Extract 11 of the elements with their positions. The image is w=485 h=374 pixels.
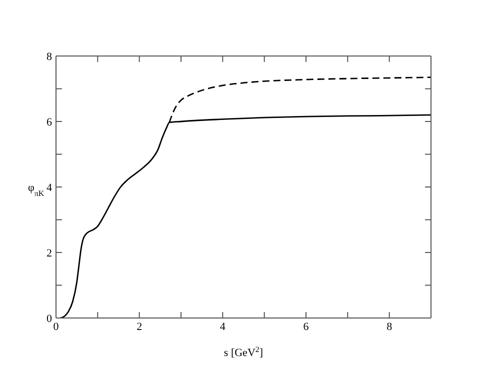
x-tick-label: 6	[303, 320, 310, 333]
y-axis-title: φ$_{πK}$	[28, 182, 44, 198]
y-tick-label: 2	[46, 247, 52, 260]
x-axis-title: s [GeV$^{2}$]	[224, 344, 264, 359]
y-tick-label: 4	[46, 182, 52, 194]
x-tick-label: 4	[220, 320, 226, 333]
x-tick-label: 2	[136, 320, 142, 333]
y-tick-label: 8	[46, 50, 52, 63]
y-tick-label: 6	[46, 116, 52, 128]
x-tick-label: 8	[386, 320, 393, 333]
y-tick-label: 0	[46, 312, 52, 325]
